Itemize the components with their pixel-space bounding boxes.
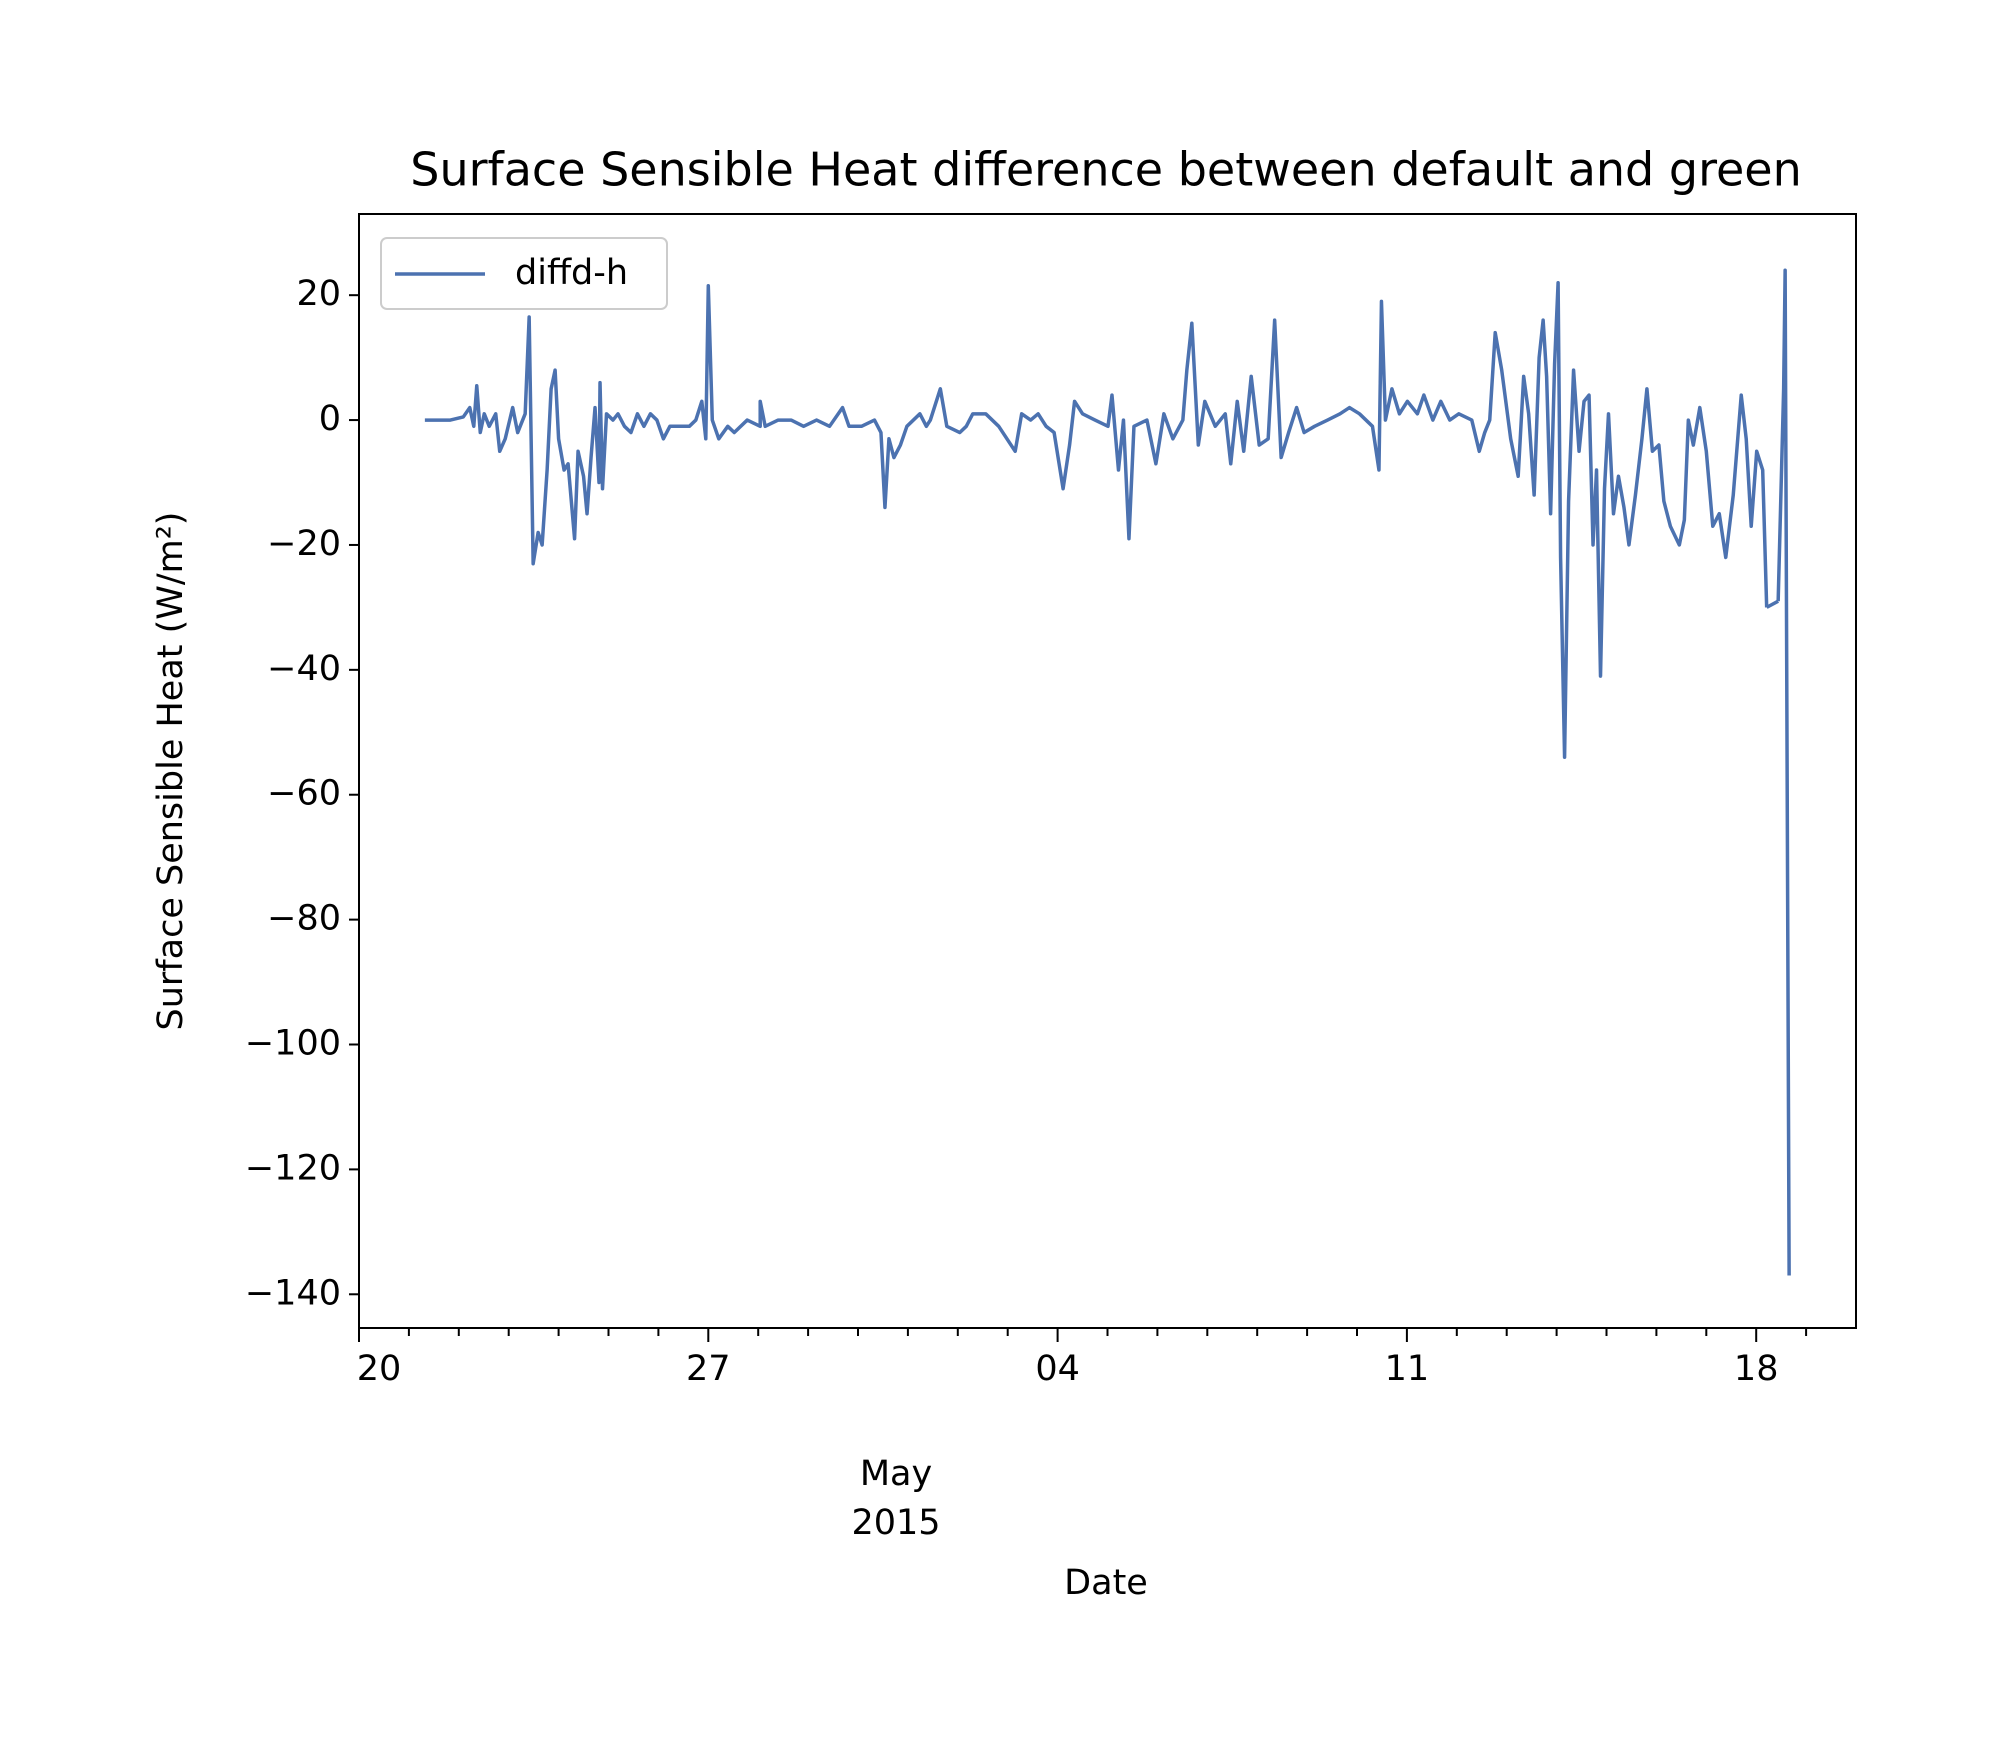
y-axis-label: Surface Sensible Heat (W/m²) (151, 512, 191, 1031)
data-line (424, 280, 1769, 760)
x-tick-label: 04 (1035, 1349, 1080, 1389)
legend-label: diffd-h (515, 253, 628, 293)
y-tick-label: 20 (296, 274, 341, 314)
chart-title: Surface Sensible Heat difference between… (410, 143, 1801, 197)
y-tick-label: −60 (267, 774, 341, 814)
y-tick-label: −20 (267, 524, 341, 564)
x-tick-label: 18 (1734, 1349, 1779, 1389)
x-axis-label: Date (1064, 1563, 1148, 1603)
legend-box (380, 237, 668, 310)
y-tick-label: −100 (245, 1024, 341, 1064)
y-tick-label: −80 (267, 899, 341, 939)
y-tick-label: −120 (245, 1148, 341, 1188)
x-tick-label: 20 (357, 1349, 402, 1389)
data-line-joint (1765, 599, 1779, 609)
data-line (1776, 268, 1791, 1276)
x-tick-label: 11 (1385, 1349, 1430, 1389)
y-tick-label: −40 (267, 649, 341, 689)
x-offset-label: 2015 (851, 1503, 940, 1543)
x-tick-label: 27 (686, 1349, 731, 1389)
plot-frame (358, 213, 1857, 1329)
y-tick-label: −140 (245, 1273, 341, 1313)
y-tick-label: 0 (319, 399, 341, 439)
x-offset-label: May (860, 1454, 932, 1494)
